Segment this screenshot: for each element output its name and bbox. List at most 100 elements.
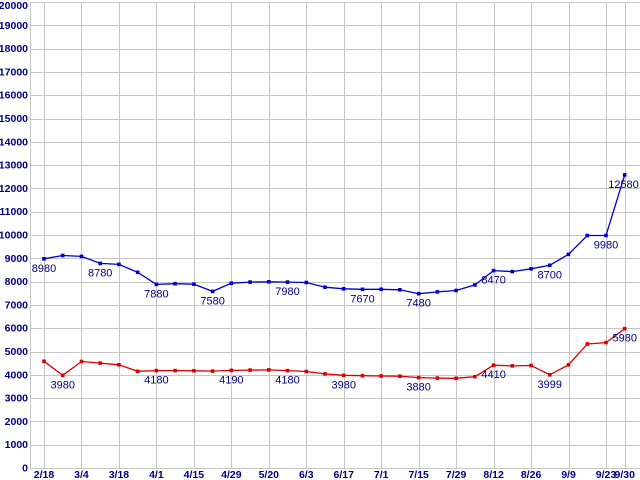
y-tick-label: 4000 [5,369,29,381]
lower-red-series-marker [398,374,402,378]
upper-blue-series-marker [510,269,515,274]
upper-blue-series-marker [229,281,234,285]
point-label: 7980 [275,286,299,298]
lower-red-series-marker [604,340,608,345]
lower-red-series-marker [416,375,421,380]
lower-red-series-marker [210,369,215,373]
lower-red-series-marker [98,361,102,365]
lower-red-series-marker [267,368,271,372]
x-tick-label: 7/15 [408,469,429,480]
lower-red-series-marker [117,363,121,367]
y-tick-label: 3000 [5,393,29,405]
x-tick-label: 8/26 [521,469,542,480]
upper-blue-series-marker [210,289,215,294]
x-tick-label: 3/18 [109,469,130,480]
point-label: 3980 [331,379,355,391]
upper-blue-series-marker [585,233,590,238]
point-label: 9980 [594,239,618,251]
y-tick-label: 6000 [5,323,29,335]
lower-red-series-marker [79,359,84,364]
upper-blue-series-marker [304,280,309,285]
upper-blue-series-marker [360,287,365,292]
upper-blue-series-marker [622,173,627,177]
lower-red-series-marker [585,342,590,346]
x-tick-label: 9/30 [615,469,636,480]
y-tick-label: 14000 [0,136,28,148]
y-tick-label: 13000 [0,160,28,172]
upper-blue-series-line [43,174,626,295]
lower-red-series-marker [491,363,496,367]
upper-blue-series-marker [248,280,252,284]
upper-blue-series-marker [473,283,477,287]
lower-red-series-marker [248,368,252,372]
y-tick-label: 15000 [0,113,28,125]
upper-blue-series-marker [135,270,140,275]
upper-blue-series-marker [323,285,327,289]
x-tick-label: 4/15 [184,469,205,480]
lower-red-series-marker [435,376,440,380]
y-tick-label: 19000 [0,20,28,32]
y-tick-label: 17000 [0,66,28,78]
lower-red-series-marker [42,359,46,364]
lower-red-series-marker [323,372,327,376]
upper-blue-series-marker [98,261,102,266]
point-label: 4190 [219,374,243,386]
lower-red-series-marker [379,374,383,378]
x-tick-label: 6/3 [299,469,314,480]
x-tick-label: 9/9 [561,469,576,480]
y-tick-label: 1000 [5,439,29,451]
x-tick-label: 6/17 [334,469,355,480]
x-tick-label: 4/1 [149,469,164,480]
point-label: 8980 [32,263,56,275]
upper-blue-series-marker [604,233,608,238]
lower-red-series-marker [510,364,515,368]
point-label: 4410 [481,369,505,381]
x-tick-label: 2/18 [34,469,55,480]
upper-blue-series-marker [79,254,84,259]
x-tick-label: 4/29 [221,469,242,480]
upper-blue-series-marker [435,290,440,294]
point-label: 8470 [481,275,505,287]
upper-blue-series-marker [379,287,383,292]
point-label: 4180 [275,375,299,387]
x-tick-label: 3/4 [74,469,89,480]
upper-blue-series-marker [548,263,552,268]
y-tick-label: 8000 [5,276,29,288]
lower-red-series-marker [622,326,627,331]
y-tick-label: 7000 [5,299,29,311]
x-tick-label: 7/1 [374,469,389,480]
upper-blue-series-marker [454,288,458,293]
upper-blue-series-marker [285,280,290,284]
upper-blue-series-marker [566,252,571,257]
lower-red-series-marker [566,363,571,367]
upper-blue-series-marker [416,291,421,296]
point-label: 3980 [50,379,74,391]
point-label: 7670 [350,293,374,305]
x-tick-label: 5/20 [259,469,280,480]
y-tick-label: 16000 [0,90,28,102]
point-label: 8700 [538,269,562,281]
point-label: 7480 [406,298,430,310]
upper-blue-series-marker [267,280,271,284]
upper-blue-series-marker [154,282,159,287]
point-label: 12580 [608,179,639,191]
upper-blue-series-marker [491,268,496,273]
upper-blue-series-marker [341,287,346,291]
upper-blue-series-marker [529,267,533,271]
lower-red-series-marker [154,368,159,373]
y-tick-label: 9000 [5,253,29,265]
y-tick-label: 20000 [0,0,28,12]
lower-red-series-marker [135,369,140,374]
lower-red-series-marker [285,368,290,373]
lower-red-series-marker [192,369,196,373]
x-tick-label: 9/23 [596,469,617,480]
y-tick-label: 5000 [5,346,29,358]
point-label: 7880 [144,288,168,300]
y-tick-label: 2000 [5,416,29,428]
upper-blue-series-marker [192,282,196,286]
point-label: 5980 [612,333,636,345]
x-tick-label: 7/29 [446,469,467,480]
